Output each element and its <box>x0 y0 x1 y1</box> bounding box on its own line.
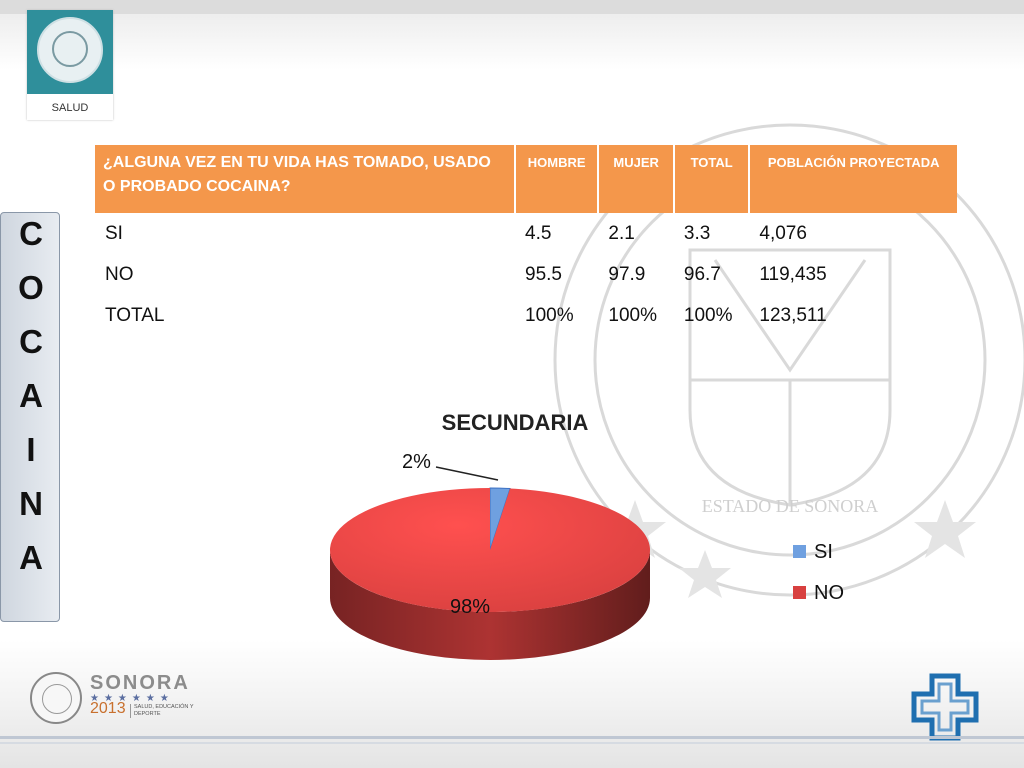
data-label-no: 98% <box>450 596 490 618</box>
sonora-seal-watermark: ESTADO DE SONORA <box>553 123 1024 598</box>
pie-slice-si <box>489 487 511 551</box>
legend-swatch-si <box>793 545 806 558</box>
table-cell: TOTAL <box>105 304 165 326</box>
table-cell: NO <box>105 263 134 285</box>
table-row: NO 95.5 97.9 96.7 119,435 <box>95 254 957 295</box>
header-hombre: HOMBRE <box>515 145 600 213</box>
sonora-seal-icon <box>30 672 82 724</box>
table-cell: SI <box>105 222 123 244</box>
pie-slice-no <box>329 488 650 612</box>
brand-name: SONORA <box>90 672 190 694</box>
data-label-si: 2% <box>402 451 431 473</box>
table-header-row: ¿ALGUNA VEZ EN TU VIDA HAS TOMADO, USADO… <box>95 145 957 213</box>
sonora-2013-logo: SONORA ★★★★★★ 2013 SALUD, EDUCACIÓN Y DE… <box>90 672 194 718</box>
header-mujer: MUJER <box>598 145 675 213</box>
table-cell: 4,076 <box>759 222 807 244</box>
watermark-text: ESTADO DE SONORA <box>702 496 879 516</box>
footer-rule <box>0 736 1024 739</box>
data-label-leader <box>435 466 499 481</box>
health-cross-icon <box>911 673 979 741</box>
header-total: TOTAL <box>673 145 751 213</box>
vertical-letter: C <box>19 215 43 252</box>
table-cell: 119,435 <box>759 263 827 285</box>
vertical-label-box: C O C A I N A <box>0 212 60 622</box>
footer-rule-secondary <box>0 742 1024 744</box>
top-band <box>0 0 1024 14</box>
vertical-letter: N <box>19 485 43 522</box>
vertical-letter: I <box>26 431 36 468</box>
table-cell: 123,511 <box>759 304 827 326</box>
vertical-letter: O <box>18 269 44 306</box>
table-cell: 100% <box>525 304 574 326</box>
table-cell: 100% <box>683 304 733 326</box>
brand-stars: ★★★★★★ <box>90 693 174 704</box>
table-row: SI 4.5 2.1 3.3 4,076 <box>95 213 957 254</box>
table-cell: 3.3 <box>683 222 711 244</box>
legend-swatch-no <box>793 586 806 599</box>
salud-logo: SALUD <box>27 10 113 120</box>
legend-label-no: NO <box>814 582 844 604</box>
pie-chart: 2% 98% SI NO <box>329 451 844 660</box>
brand-year: 2013 <box>90 700 126 717</box>
state-seal-icon <box>37 17 103 83</box>
table-cell: 100% <box>608 304 657 326</box>
table-cell: 96.7 <box>683 263 721 285</box>
legend-label-si: SI <box>814 541 833 563</box>
table-row: TOTAL 100% 100% 100% 123,511 <box>95 295 957 336</box>
brand-dept: SALUD, EDUCACIÓN Y DEPORTE <box>130 704 204 718</box>
header-poblacion: POBLACIÓN PROYECTADA <box>749 145 957 213</box>
table-cell: 97.9 <box>608 263 646 285</box>
survey-table: ¿ALGUNA VEZ EN TU VIDA HAS TOMADO, USADO… <box>95 145 957 336</box>
pie-side <box>330 550 650 660</box>
header-question: ¿ALGUNA VEZ EN TU VIDA HAS TOMADO, USADO… <box>95 145 516 213</box>
vertical-letter: A <box>19 539 43 576</box>
chart-title: SECUNDARIA <box>441 410 589 435</box>
logo-label: SALUD <box>51 102 89 114</box>
vertical-label: C O C A I N A <box>1 207 61 585</box>
table-cell: 4.5 <box>525 222 552 244</box>
vertical-letter: A <box>19 377 43 414</box>
vertical-letter: C <box>19 323 43 360</box>
table-cell: 2.1 <box>608 222 635 244</box>
table-cell: 95.5 <box>525 263 562 285</box>
